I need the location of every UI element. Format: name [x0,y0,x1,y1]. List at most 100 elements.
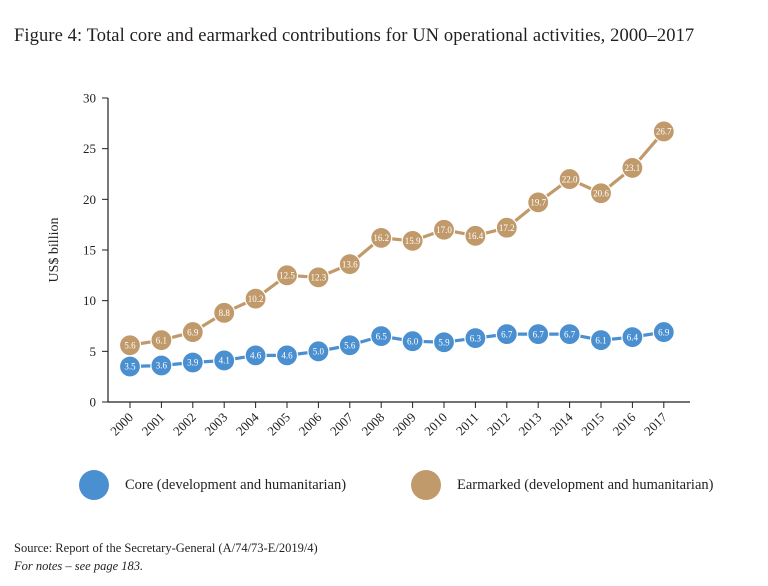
core-data-label: 6.7 [501,329,513,339]
x-tick-label: 2016 [610,409,639,438]
core-data-label: 4.6 [281,351,293,361]
core-data-label: 4.6 [250,351,262,361]
x-tick-label: 2015 [578,410,607,439]
y-tick-label: 5 [90,344,97,359]
earmarked-data-label: 10.2 [248,294,264,304]
x-tick-label: 2005 [264,410,293,439]
core-data-point [401,330,424,353]
core-data-label: 6.9 [658,327,670,337]
core-data-label: 6.3 [470,333,482,343]
earmarked-data-label: 8.8 [219,308,231,318]
earmarked-data-label: 6.1 [156,335,167,345]
earmarked-data-label: 15.9 [405,236,421,246]
x-tick-label: 2001 [139,410,168,439]
earmarked-data-point [370,226,393,249]
core-data-label: 6.7 [533,329,545,339]
x-tick-label: 2013 [515,410,544,439]
source-note: Source: Report of the Secretary-General … [14,541,318,555]
y-tick-label: 10 [83,293,96,308]
core-data-label: 6.1 [595,335,606,345]
earmarked-data-point [495,216,518,239]
earmarked-data-point [401,229,424,252]
earmarked-data-point [621,156,644,180]
core-data-label: 6.0 [407,336,419,346]
core-data-point [244,344,267,367]
core-data-point [621,326,644,349]
x-tick-label: 2006 [296,409,325,438]
earmarked-data-label: 12.5 [279,271,295,281]
core-data-point [181,351,204,374]
y-tick-label: 20 [83,192,96,207]
core-data-point [495,323,518,346]
legend-item-core: Core (development and humanitarian) [79,470,346,500]
earmarked-data-label: 17.2 [499,223,515,233]
core-data-point [558,323,581,346]
x-tick-label: 2014 [547,409,576,438]
legend-label-earmarked: Earmarked (development and humanitarian) [457,476,714,493]
core-data-label: 5.9 [438,337,450,347]
x-tick-label: 2017 [641,409,670,438]
earmarked-data-point [432,218,456,241]
earmarked-data-label: 23.1 [625,163,641,173]
earmarked-data-label: 20.6 [593,188,609,198]
core-data-point [589,329,613,352]
earmarked-data-label: 12.3 [311,273,327,283]
x-tick-label: 2000 [107,410,136,439]
core-series-line [129,330,665,369]
earmarked-data-label: 6.9 [187,327,199,337]
figure-title: Figure 4: Total core and earmarked contr… [14,26,695,46]
x-tick-label: 2011 [453,410,482,439]
earmarked-data-point [527,191,550,214]
earmarked-data-point [118,334,142,357]
earmarked-data-point [213,301,236,324]
earmarked-data-point [558,167,581,191]
earmarked-data-point [464,224,487,247]
core-data-label: 5.0 [313,347,325,357]
earmarked-data-point [275,264,299,287]
core-data-point [432,331,456,354]
earmarked-data-point [338,253,361,276]
core-data-point [275,344,299,367]
earmarked-data-point [150,329,173,352]
x-tick-label: 2003 [201,410,230,439]
core-data-label: 6.7 [564,329,576,339]
x-tick-label: 2007 [327,409,356,438]
core-data-point [150,354,173,377]
core-data-point [307,340,330,363]
core-data-point [370,325,393,348]
x-tick-label: 2008 [358,410,387,439]
y-tick-label: 25 [83,141,96,156]
earmarked-data-label: 13.6 [342,259,358,269]
x-tick-label: 2009 [390,410,419,439]
earmarked-data-label: 17.0 [436,225,452,235]
notes-reference: For notes – see page 183. [14,559,144,573]
y-axis-title: US$ billion [47,218,62,283]
earmarked-data-label: 22.0 [562,174,578,184]
core-data-label: 3.5 [124,362,136,372]
earmarked-data-point [244,287,267,310]
earmarked-data-label: 26.7 [656,127,672,137]
legend-marker-core [79,470,109,500]
earmarked-data-point [181,320,204,344]
x-tick-label: 2004 [233,409,262,438]
core-data-point [213,349,236,372]
earmarked-data-label: 16.4 [468,231,484,241]
earmarked-data-point [589,182,613,205]
legend-label-core: Core (development and humanitarian) [125,476,347,493]
x-tick-label: 2012 [484,410,513,439]
core-data-label: 4.1 [219,356,230,366]
earmarked-series-line [129,130,666,347]
core-data-label: 5.6 [344,340,356,350]
legend-marker-earmarked [411,470,441,500]
core-data-label: 6.4 [627,332,639,342]
legend-item-earmarked: Earmarked (development and humanitarian) [411,470,713,500]
core-data-point [652,320,675,344]
earmarked-data-point [307,266,330,289]
core-data-point [527,323,550,346]
y-tick-label: 15 [83,243,96,258]
series-lines [129,130,666,369]
core-data-label: 3.9 [187,358,199,368]
earmarked-data-point [652,120,675,143]
